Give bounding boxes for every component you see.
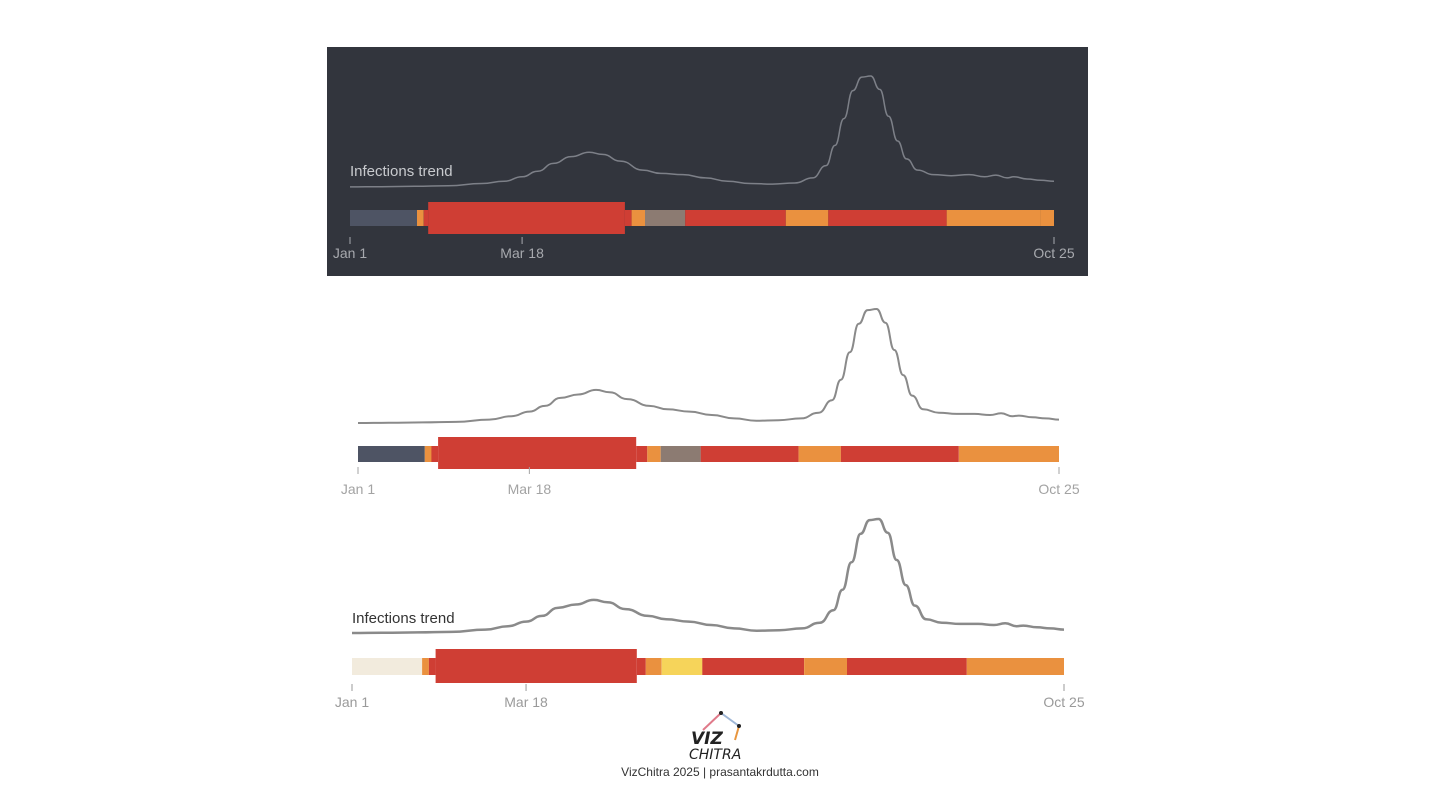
x-tick-label: Oct 25 [1043, 694, 1084, 710]
timeline-band [636, 658, 646, 675]
infections-trend-line [349, 75, 1055, 188]
timeline-band [840, 446, 959, 462]
x-tick-label: Mar 18 [504, 694, 548, 710]
x-tick-label: Oct 25 [1038, 481, 1079, 497]
logo-stroke-pink [702, 712, 722, 731]
timeline-band [424, 446, 432, 462]
logo-dot [719, 711, 723, 715]
timeline-band [352, 658, 423, 675]
timeline-band [700, 446, 799, 462]
timeline-band [645, 658, 662, 675]
timeline-band [438, 437, 637, 469]
light-chart-panel: Infections trend Jan 1 Mar 18 Oct 25 [327, 505, 1088, 715]
x-tick-label: Mar 18 [500, 245, 544, 261]
infections-trend-line [357, 308, 1060, 424]
timeline-band [847, 658, 967, 675]
timeline-band [350, 210, 417, 226]
dark-chart-panel: Infections trend Jan 1 Mar 18 Oct 25 [327, 47, 1088, 276]
dark-chart: Infections trend Jan 1 Mar 18 Oct 25 [327, 47, 1088, 276]
x-tick-label: Jan 1 [335, 694, 369, 710]
timeline-band [624, 210, 632, 226]
timeline-band [358, 446, 425, 462]
logo-stroke-blue [720, 712, 740, 727]
timeline-band [966, 658, 1064, 675]
timeline-band [660, 446, 701, 462]
footer-credit: VizChitra 2025 | prasantakrdutta.com [621, 765, 819, 779]
timeline-band [647, 446, 661, 462]
timeline-band [428, 202, 625, 234]
logo-word-viz: VIZ [691, 729, 723, 749]
logo-dot [737, 724, 741, 728]
timeline-band [428, 658, 436, 675]
timeline-band [417, 210, 424, 226]
chart-background [327, 47, 1088, 276]
logo-word-chitra: CHITRA [689, 747, 741, 762]
timeline-band [1040, 210, 1054, 226]
timeline-band [804, 658, 847, 675]
timeline-band [798, 446, 841, 462]
timeline-band [636, 446, 648, 462]
timeline-band [946, 210, 1041, 226]
trend-label: Infections trend [352, 610, 455, 627]
logo-stroke-orange [734, 725, 740, 741]
middle-chart: Jan 1 Mar 18 Oct 25 [341, 308, 1080, 497]
timeline-band [645, 210, 686, 226]
x-tick-label: Jan 1 [341, 481, 375, 497]
trend-label: Infections trend [350, 163, 453, 180]
timeline-band [685, 210, 786, 226]
timeline-band [785, 210, 829, 226]
light-chart: Infections trend Jan 1 Mar 18 Oct 25 [335, 517, 1085, 710]
middle-chart-panel: Jan 1 Mar 18 Oct 25 [327, 290, 1088, 505]
timeline-band [661, 658, 703, 675]
timeline-band [435, 649, 637, 683]
timeline-band [631, 210, 645, 226]
timeline-band [423, 210, 429, 226]
x-tick-label: Oct 25 [1033, 245, 1074, 261]
x-tick-label: Jan 1 [333, 245, 367, 261]
timeline-band [958, 446, 1059, 462]
x-tick-label: Mar 18 [508, 481, 552, 497]
infections-trend-line [351, 517, 1065, 635]
timeline-band [702, 658, 804, 675]
vizchitra-logo: VIZ CHITRA [689, 711, 741, 762]
timeline-band [828, 210, 947, 226]
timeline-band [431, 446, 439, 462]
timeline-band [422, 658, 429, 675]
